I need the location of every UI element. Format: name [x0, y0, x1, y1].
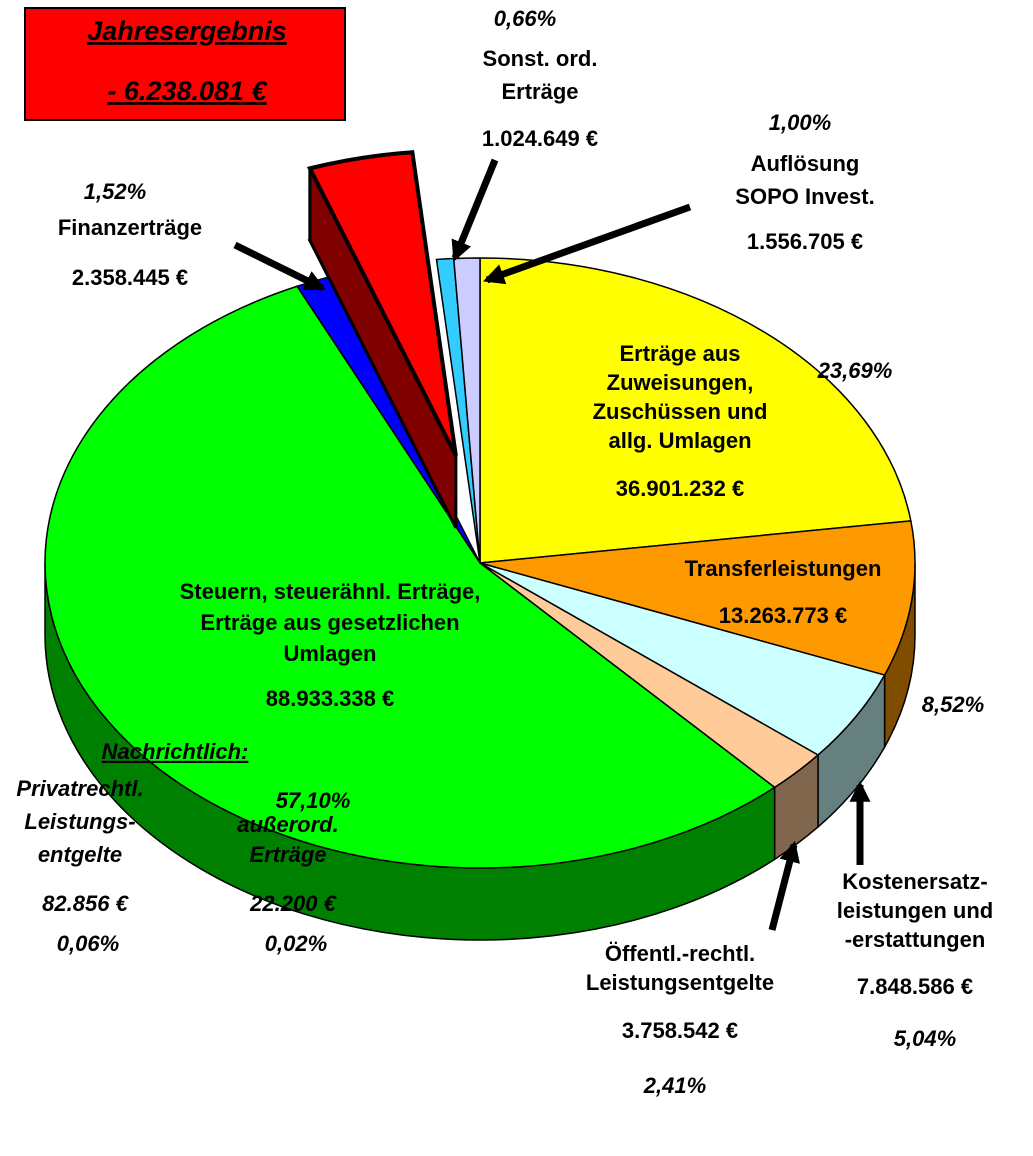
value-label: 1.024.649 € [482, 126, 598, 151]
slice [44, 285, 776, 869]
result-label: Jahresergebnis [87, 16, 287, 46]
slice-label: Erträge [501, 79, 578, 104]
arrow [451, 158, 499, 262]
slice-label: Auflösung [751, 151, 860, 176]
arrow [768, 840, 800, 931]
slice [479, 520, 916, 676]
slice-label: Sonst. ord. [483, 46, 598, 71]
slice-label: Zuweisungen, [607, 370, 754, 395]
percent-label: 1,52% [84, 179, 146, 204]
note-value: 22.200 € [249, 891, 337, 916]
note-percent: 0,06% [57, 931, 119, 956]
value-label: 3.758.542 € [622, 1018, 738, 1043]
percent-label: 8,52% [922, 692, 984, 717]
slice-label: allg. Umlagen [608, 428, 751, 453]
pie [44, 150, 916, 941]
percent-label: 5,04% [894, 1026, 956, 1051]
slice-label: Kostenersatz- [842, 869, 987, 894]
arrow [233, 241, 326, 292]
arrow [483, 203, 692, 285]
value-label: 88.933.338 € [266, 686, 394, 711]
note-label: außerord. [237, 812, 338, 837]
note-label: Erträge [249, 842, 326, 867]
percent-label: 2,41% [643, 1073, 706, 1098]
slice [479, 257, 912, 564]
value-label: 7.848.586 € [857, 974, 973, 999]
slice-label: Erträge aus gesetzlichen [200, 610, 459, 635]
note-percent: 0,02% [265, 931, 327, 956]
note-label: Leistungs- [24, 809, 135, 834]
percent-label: 0,66% [494, 6, 556, 31]
note-label: entgelte [38, 842, 122, 867]
note-title: Nachrichtlich: [102, 739, 249, 764]
slice-label: Leistungsentgelte [586, 970, 774, 995]
value-label: 2.358.445 € [72, 265, 188, 290]
slice-label: leistungen und [837, 898, 993, 923]
note-label: Privatrechtl. [16, 776, 143, 801]
slice-label: -erstattungen [845, 927, 986, 952]
result-value: - 6.238.081 € [107, 76, 267, 106]
result-box [24, 7, 346, 121]
slice-label: Öffentl.-rechtl. [605, 941, 755, 966]
percent-label: 1,00% [769, 110, 831, 135]
slice-label: SOPO Invest. [735, 184, 874, 209]
slice-label: Steuern, steuerähnl. Erträge, [180, 579, 481, 604]
note-value: 82.856 € [42, 891, 129, 916]
slice-label: Umlagen [284, 641, 377, 666]
value-label: 13.263.773 € [719, 603, 847, 628]
percent-label: 57,10% [276, 788, 351, 813]
value-label: 1.556.705 € [747, 229, 863, 254]
slice-label: Transferleistungen [685, 556, 882, 581]
arrows [233, 158, 871, 931]
value-label: 36.901.232 € [616, 476, 744, 501]
slice-label: Finanzerträge [58, 215, 202, 240]
slice-label: Zuschüssen und [593, 399, 768, 424]
percent-label: 23,69% [817, 358, 893, 383]
slice-label: Erträge aus [619, 341, 740, 366]
result-slice [306, 150, 458, 457]
